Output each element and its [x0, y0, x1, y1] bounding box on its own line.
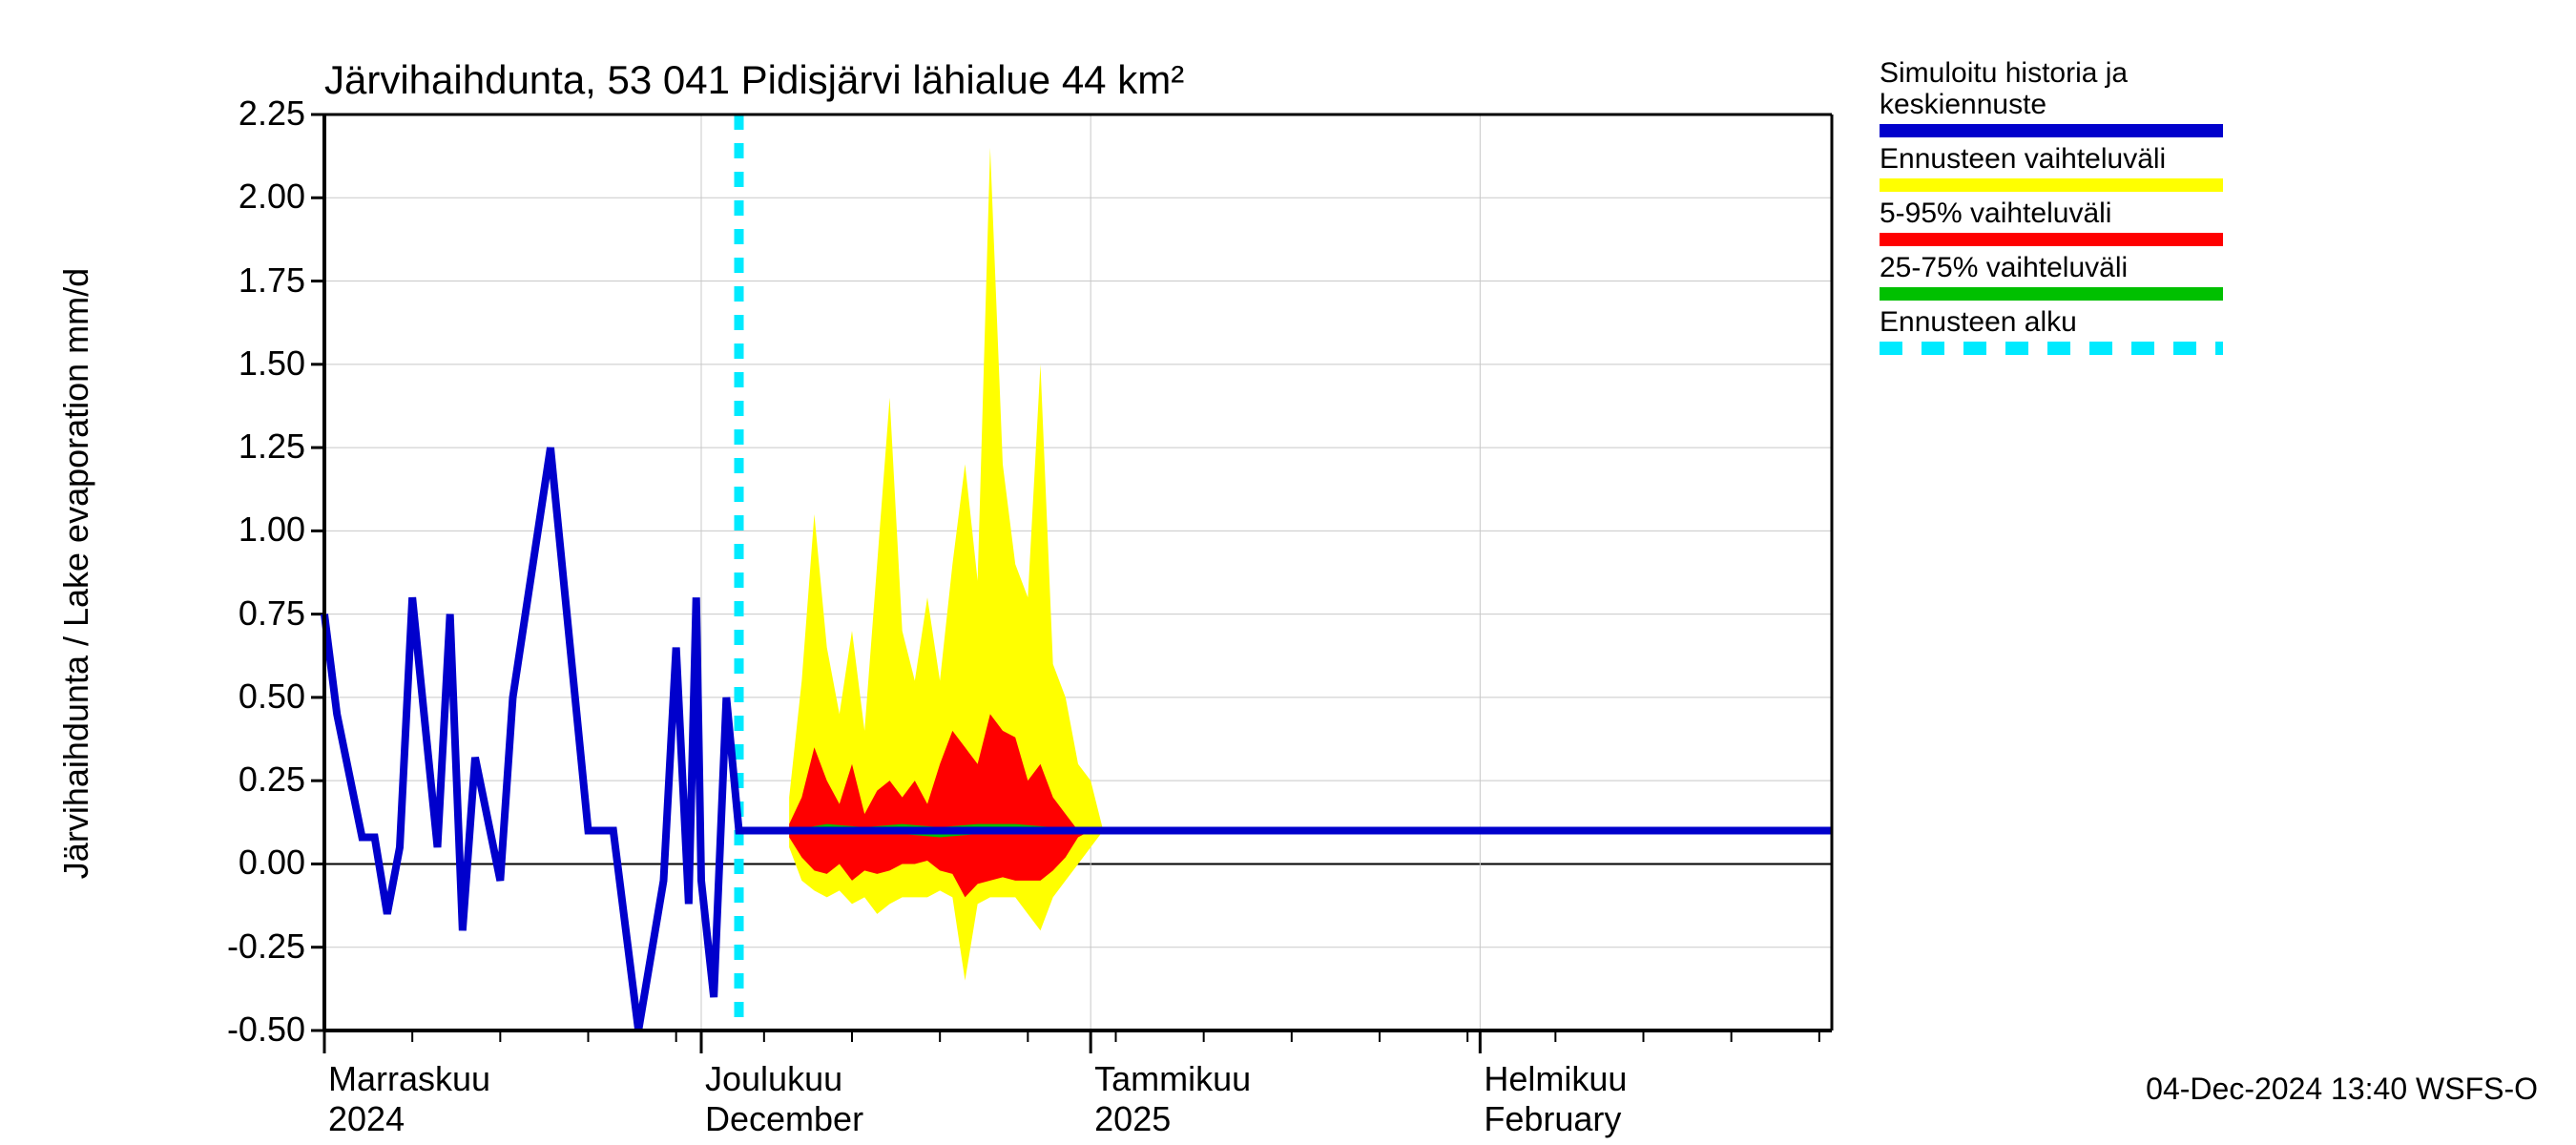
series-blue-line [324, 448, 1832, 1030]
timestamp-label: 04-Dec-2024 13:40 WSFS-O [2146, 1072, 2538, 1107]
chart-page: Järvihaihdunta / Lake evaporation mm/d J… [0, 0, 2576, 1145]
legend-swatch [1880, 233, 2223, 246]
legend-item: Ennusteen alku [1880, 306, 2223, 355]
legend-text: 25-75% vaihteluväli [1880, 252, 2223, 283]
legend-item: Ennusteen vaihteluväli [1880, 143, 2223, 192]
legend-item: 25-75% vaihteluväli [1880, 252, 2223, 301]
legend-swatch [1880, 287, 2223, 301]
legend-text: Ennusteen alku [1880, 306, 2223, 338]
legend: Simuloitu historia ja keskiennuste Ennust… [1880, 57, 2223, 361]
legend-item: Simuloitu historia ja keskiennuste [1880, 57, 2223, 137]
legend-text: Simuloitu historia ja keskiennuste [1880, 57, 2223, 120]
legend-swatch [1880, 342, 2223, 355]
legend-item: 5-95% vaihteluväli [1880, 198, 2223, 246]
legend-text: Ennusteen vaihteluväli [1880, 143, 2223, 175]
legend-text: 5-95% vaihteluväli [1880, 198, 2223, 229]
legend-swatch [1880, 124, 2223, 137]
legend-swatch [1880, 178, 2223, 192]
